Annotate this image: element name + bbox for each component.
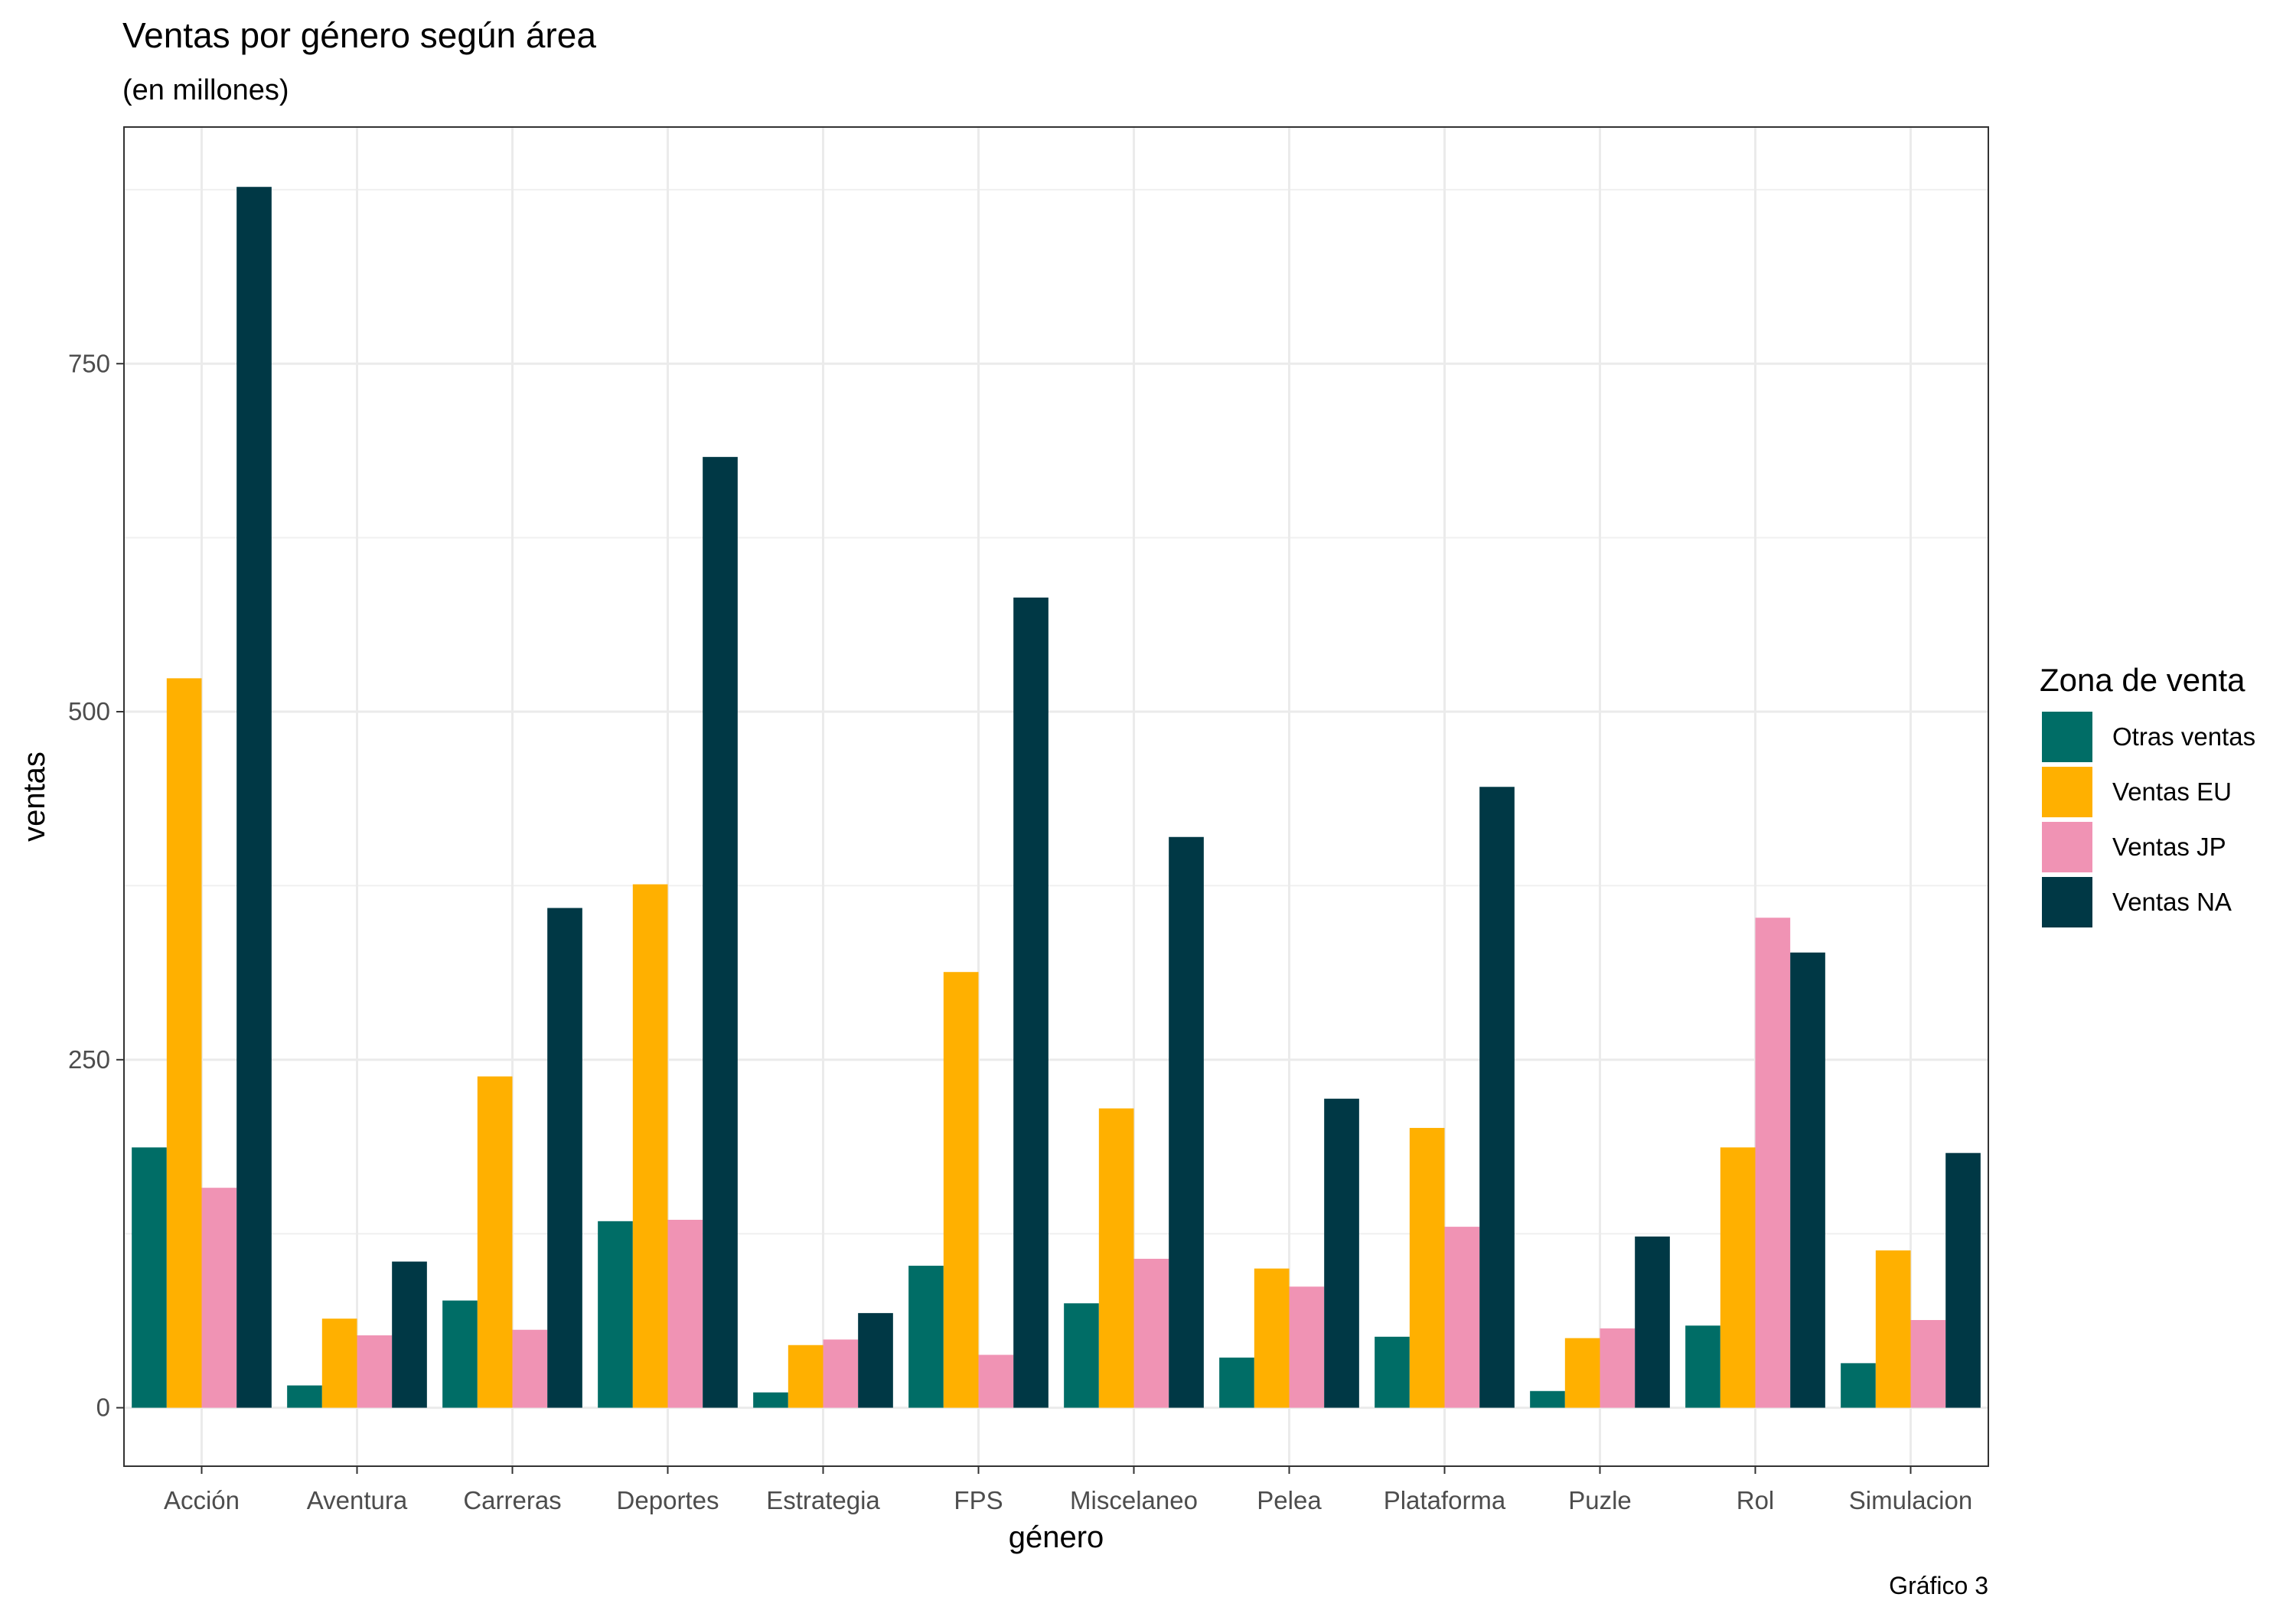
bar: [392, 1261, 427, 1408]
x-tick-label: Simulacion: [1849, 1486, 1972, 1514]
bar: [1910, 1319, 1946, 1408]
y-tick-label: 0: [96, 1393, 110, 1422]
x-tick-label: Acción: [164, 1486, 240, 1514]
bar: [357, 1335, 393, 1408]
bar: [1289, 1286, 1325, 1408]
y-tick-label: 500: [68, 697, 110, 725]
bar: [1064, 1303, 1099, 1408]
bar: [166, 678, 202, 1408]
legend-key: [2042, 712, 2092, 762]
bar: [1875, 1250, 1911, 1408]
legend-key: [2042, 822, 2092, 872]
bar: [632, 884, 668, 1408]
bar: [1479, 787, 1515, 1408]
bar: [1945, 1152, 1981, 1408]
bar: [788, 1345, 823, 1408]
bar: [703, 457, 738, 1408]
bar: [667, 1220, 703, 1408]
bar: [1409, 1127, 1445, 1408]
bar: [321, 1319, 357, 1408]
bar: [908, 1266, 944, 1408]
x-tick-label: Miscelaneo: [1070, 1486, 1198, 1514]
legend-label: Otras ventas: [2112, 722, 2255, 751]
bar: [1685, 1325, 1720, 1408]
legend-label: Ventas EU: [2112, 777, 2232, 806]
legend-label: Ventas NA: [2112, 888, 2232, 916]
bar: [1530, 1390, 1565, 1408]
x-tick-label: Puzle: [1568, 1486, 1632, 1514]
bar: [287, 1385, 322, 1408]
chart-title: Ventas por género según área: [122, 15, 596, 55]
x-tick-label: FPS: [954, 1486, 1003, 1514]
bar: [1324, 1098, 1359, 1408]
bar: [858, 1312, 893, 1408]
bar: [477, 1076, 513, 1408]
bar: [978, 1354, 1014, 1408]
bar: [1790, 952, 1825, 1408]
bar: [236, 187, 272, 1408]
plot-border: [123, 126, 1989, 1467]
bar: [1013, 597, 1049, 1408]
bar: [1098, 1108, 1134, 1408]
x-tick-label: Plataforma: [1384, 1486, 1506, 1514]
bar: [442, 1300, 478, 1408]
bar: [823, 1339, 859, 1408]
bar: [1635, 1236, 1670, 1408]
legend: Otras ventas Ventas EU Ventas JP Ventas NA: [2042, 712, 2255, 927]
bars: [132, 187, 1981, 1408]
bar: [201, 1188, 237, 1408]
bar: [1219, 1358, 1254, 1408]
bar: [1600, 1328, 1636, 1408]
x-axis-ticks: Acción Aventura Carreras Deportes Estrategia…: [164, 1466, 1972, 1514]
y-axis-ticks: 0 250 500 750: [68, 349, 124, 1422]
x-tick-label: Aventura: [307, 1486, 408, 1514]
legend-key: [2042, 877, 2092, 927]
y-axis-label: ventas: [18, 751, 51, 842]
bar: [1375, 1336, 1410, 1408]
bar: [1841, 1363, 1876, 1408]
x-tick-label: Deportes: [617, 1486, 719, 1514]
legend-key: [2042, 767, 2092, 817]
legend-title: Zona de venta: [2040, 662, 2245, 698]
plot-panel: [124, 127, 1988, 1466]
bar: [1755, 918, 1791, 1408]
bar: [1133, 1258, 1169, 1408]
legend-label: Ventas JP: [2112, 833, 2226, 861]
bar: [1444, 1227, 1480, 1408]
bar: [598, 1221, 633, 1408]
x-tick-label: Carreras: [463, 1486, 561, 1514]
x-axis-label: género: [1009, 1521, 1104, 1554]
bar: [1169, 836, 1204, 1408]
y-tick-label: 750: [68, 349, 110, 377]
bar: [753, 1392, 788, 1408]
bar: [943, 972, 979, 1408]
bar: [1254, 1268, 1290, 1408]
y-tick-label: 250: [68, 1045, 110, 1074]
bar: [512, 1329, 548, 1408]
bar: [547, 908, 582, 1408]
chart-subtitle: (en millones): [122, 74, 289, 106]
bar: [132, 1147, 167, 1408]
bar: [1720, 1147, 1756, 1408]
chart-caption: Gráfico 3: [1889, 1572, 1988, 1599]
x-tick-label: Pelea: [1257, 1486, 1322, 1514]
bar: [1564, 1338, 1600, 1408]
x-tick-label: Estrategia: [766, 1486, 880, 1514]
x-tick-label: Rol: [1737, 1486, 1775, 1514]
